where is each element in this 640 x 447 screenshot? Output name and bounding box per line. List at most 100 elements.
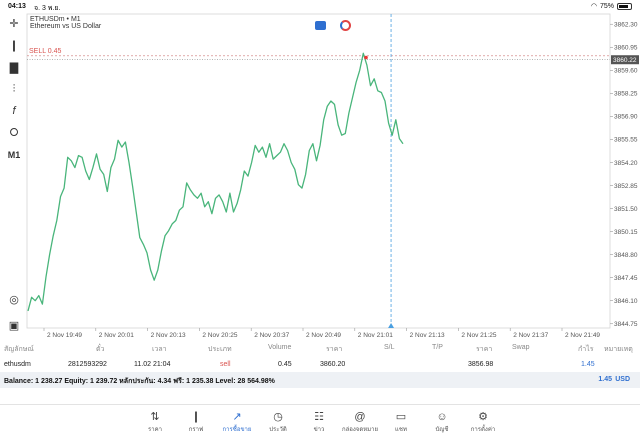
col-symbol: สัญลักษณ์ [4,346,34,353]
x-tick-label: 2 Nov 21:37 [513,332,548,339]
row-ticket: 2812593292 [68,361,107,368]
col-tp: T/P [432,344,443,351]
bar-chart-icon[interactable]: ▇ [9,61,19,74]
x-tick-label: 2 Nov 21:49 [565,332,600,339]
x-tick-label: 2 Nov 20:25 [202,332,237,339]
account-summary-bar: Balance: 1 238.27 Equity: 1 239.72 หลักป… [0,372,640,388]
y-tick-label: 3854.20 [614,160,638,167]
row-time: 11.02 21:04 [134,361,171,368]
trade-panel-icon[interactable] [315,21,326,30]
row-current-price: 3856.98 [468,361,494,368]
nav-quotes[interactable]: ⇅ ราคา [135,410,175,434]
nav-label: การตั้งค่า [470,427,496,433]
y-tick-label: 3856.90 [614,114,638,121]
col-current-price: ราคา [476,346,493,353]
indicators-icon[interactable]: ⫶ [12,82,16,95]
y-tick-label: 3851.50 [614,206,638,213]
history-icon: ◷ [273,411,283,423]
price-chart[interactable]: 3862.30 3860.95 3859.60 3858.25 3856.90 3855.… [0,0,640,340]
quotes-icon: ⇅ [150,411,160,423]
col-time: เวลา [152,346,167,353]
nav-mailbox[interactable]: @ กล่องจดหมาย [340,410,380,434]
current-price-tag [611,55,639,65]
price-line [27,52,404,312]
nav-chart[interactable]: ❙ กราฟ [176,410,216,434]
y-tick-label: 3858.25 [614,91,638,98]
nav-label: ประวัติ [269,427,287,433]
y-tick-label: 3844.75 [614,321,638,328]
nav-label: กล่องจดหมาย [341,427,379,433]
y-tick-label: 3847.45 [614,275,638,282]
chat-icon: ▭ [395,411,407,423]
status-date: จ. 3 พ.ย. [34,5,61,12]
chart-description: Ethereum vs US Dollar [30,23,102,30]
nav-label: บัญชี [435,427,449,433]
entry-marker [364,55,368,60]
x-tick-label: 2 Nov 20:49 [306,332,341,339]
settings-icon: ⚙ [478,411,488,423]
nav-trade[interactable]: ↗ การซื้อขาย [217,410,257,434]
col-swap: Swap [512,344,530,351]
current-price-label: 3860.22 [613,57,637,64]
zoom-icon[interactable]: ◎ [9,293,19,306]
wifi-icon: ◠ [590,3,597,10]
sell-position-label: SELL 0.45 [29,48,62,55]
nav-news[interactable]: ☷ ข่าว [299,410,339,434]
col-sl: S/L [384,344,395,351]
nav-settings[interactable]: ⚙ การตั้งค่า [463,410,503,434]
account-icon: ☺ [436,411,448,423]
y-tick-label: 3846.10 [614,298,638,305]
y-tick-label: 3855.55 [614,137,638,144]
nav-label: กราฟ [188,427,204,433]
nav-history[interactable]: ◷ ประวัติ [258,410,298,434]
chart-icon: ❙ [191,411,201,423]
total-profit: 1.45 [598,376,612,383]
crosshair-icon[interactable]: ✛ [9,17,19,30]
x-tick-label: 2 Nov 20:37 [254,332,289,339]
signal-icon[interactable] [340,20,351,31]
battery-icon [617,2,632,10]
crosshair-marker [388,323,395,328]
status-bar: 04:13 จ. 3 พ.ย. ◠ 75% [0,0,640,14]
col-volume: Volume [268,344,292,351]
chart-toolbar: ✛ ❙ ▇ ⫶ f ⭘ M1 ◎ ▣ [0,14,27,334]
y-tick-label: 3852.85 [614,183,638,190]
one-click-trading-icon[interactable]: ▣ [8,319,20,332]
nav-account[interactable]: ☺ บัญชี [422,410,462,434]
chart-symbol: ETHUSDm • M1 [30,16,81,23]
nav-label: การซื้อขาย [222,427,252,433]
function-icon[interactable]: f [12,105,16,117]
row-price: 3860.20 [320,361,346,368]
balance-text: Balance: 1 238.27 Equity: 1 239.72 หลักป… [4,378,275,385]
row-type: sell [220,361,231,368]
mailbox-icon: @ [354,411,366,423]
x-tick-label: 2 Nov 21:13 [410,332,445,339]
status-right: ◠ 75% [591,2,632,10]
col-type: ประเภท [208,346,232,353]
nav-chat[interactable]: ▭ แชท [381,410,421,434]
nav-label: ข่าว [313,427,325,433]
timeframe-button[interactable]: M1 [7,150,21,160]
bottom-navigation: ⇅ ราคา ❙ กราฟ ↗ การซื้อขาย ◷ ประวัติ ☷ ข… [0,404,640,447]
col-ticket: ตั๋ว [96,346,105,353]
col-price: ราคา [326,346,343,353]
news-icon: ☷ [314,411,324,423]
x-tick-label: 2 Nov 20:13 [151,332,186,339]
currency-label: USD [615,376,630,383]
nav-label: ราคา [148,427,162,433]
trade-icon: ↗ [232,411,242,423]
row-volume: 0.45 [278,361,292,368]
y-tick-label: 3848.80 [614,252,638,259]
x-tick-label: 2 Nov 20:01 [99,332,134,339]
status-time: 04:13 [8,3,26,10]
candlestick-icon[interactable]: ❙ [9,39,19,52]
objects-icon[interactable]: ⭘ [9,126,19,139]
row-profit: 1.45 [581,361,595,368]
table-row[interactable]: ethusdm 2812593292 11.02 21:04 sell 0.45… [0,358,640,372]
x-tick-label: 2 Nov 21:01 [358,332,393,339]
y-tick-label: 3862.30 [614,22,638,29]
battery-percent: 75% [599,2,614,10]
col-profit: กำไร [578,346,594,353]
plot-frame [26,13,611,329]
